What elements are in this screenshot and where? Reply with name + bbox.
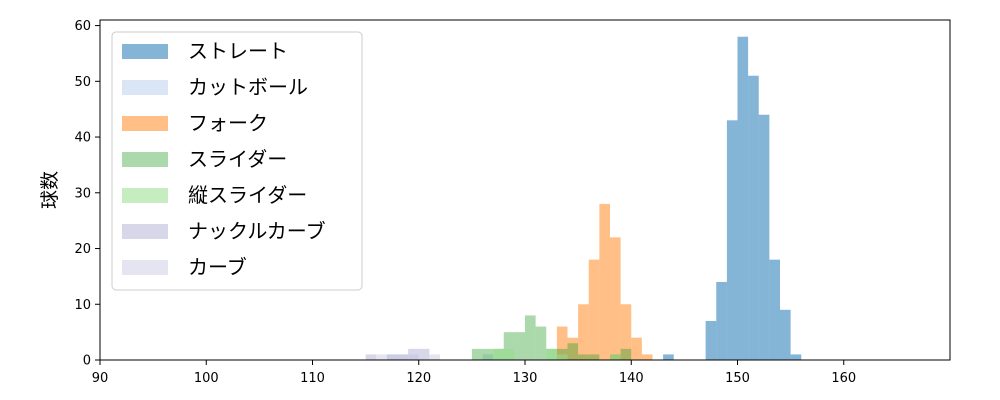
bar-series-4-bin-132 xyxy=(546,348,557,360)
y-axis: 0 10 20 30 40 50 60 xyxy=(74,19,100,369)
legend-label-2: フォーク xyxy=(188,111,268,135)
bar-series-3-bin-133 xyxy=(556,348,568,360)
bar-series-2-bin-134 xyxy=(567,337,579,360)
legend-swatch-6 xyxy=(122,260,168,275)
y-tick-label-50: 50 xyxy=(74,75,91,90)
bar-series-0-bin-151 xyxy=(748,75,759,360)
x-axis: 90 100 110 120 130 140 150 160 xyxy=(92,360,856,386)
y-tick-label-60: 60 xyxy=(74,19,91,34)
x-tick-label-100: 100 xyxy=(194,371,219,386)
x-tick-label-160: 160 xyxy=(831,371,856,386)
bar-series-0-bin-154 xyxy=(780,309,791,360)
x-tick-label-140: 140 xyxy=(619,371,644,386)
bar-series-5-bin-117 xyxy=(386,354,398,360)
bar-series-4-bin-127 xyxy=(493,348,504,360)
y-axis-label: 球数 xyxy=(39,171,61,209)
bar-series-2-bin-136 xyxy=(588,259,600,360)
bar-series-4-bin-133 xyxy=(556,354,568,360)
bar-series-5-bin-115 xyxy=(365,354,377,360)
bar-series-0-bin-153 xyxy=(769,259,780,360)
legend-swatch-2 xyxy=(122,116,168,131)
bar-series-3-bin-126 xyxy=(482,348,494,360)
bar-series-2-bin-141 xyxy=(641,354,653,360)
bar-series-0-bin-148 xyxy=(716,281,727,360)
legend-label-0: ストレート xyxy=(188,39,288,63)
bar-series-0-bin-143 xyxy=(663,354,674,360)
y-tick-label-0: 0 xyxy=(83,354,91,369)
bar-series-3-bin-135 xyxy=(578,354,589,360)
bar-series-0-bin-152 xyxy=(758,114,770,361)
bar-series-3-bin-130 xyxy=(525,315,536,360)
bar-series-2-bin-139 xyxy=(620,304,632,360)
bar-series-6-bin-119 xyxy=(408,354,419,360)
bar-series-6-bin-117 xyxy=(386,354,398,360)
bar-series-6-bin-121 xyxy=(429,354,440,360)
legend-swatch-4 xyxy=(122,188,168,203)
bar-series-3-bin-134 xyxy=(567,343,579,360)
bar-series-5-bin-119 xyxy=(408,348,419,360)
bars-layer xyxy=(365,36,802,361)
bar-series-6-bin-116 xyxy=(376,354,387,360)
bar-series-4-bin-138 xyxy=(610,354,621,360)
bar-series-0-bin-147 xyxy=(705,320,717,360)
legend-label-4: 縦スライダー xyxy=(188,183,307,207)
legend-label-1: カットボール xyxy=(188,75,308,99)
bar-series-4-bin-128 xyxy=(503,348,515,360)
bar-series-1-bin-126 xyxy=(482,354,494,360)
bar-series-0-bin-150 xyxy=(737,36,749,360)
bar-series-2-bin-137 xyxy=(599,203,610,360)
y-tick-label-30: 30 xyxy=(74,186,91,201)
bar-series-2-bin-140 xyxy=(631,337,642,360)
bar-series-0-bin-155 xyxy=(790,354,802,360)
y-tick-label-40: 40 xyxy=(74,131,91,146)
bar-series-6-bin-118 xyxy=(397,354,409,360)
x-tick-label-130: 130 xyxy=(513,371,538,386)
legend-label-3: スライダー xyxy=(188,147,287,171)
bar-series-2-bin-135 xyxy=(578,304,589,360)
x-tick-label-110: 110 xyxy=(300,371,325,386)
y-tick-label-20: 20 xyxy=(74,242,91,257)
legend-swatch-1 xyxy=(122,80,168,95)
legend-label-5: ナックルカーブ xyxy=(188,219,326,243)
bar-series-0-bin-149 xyxy=(726,120,738,360)
bar-series-3-bin-139 xyxy=(620,348,632,360)
bar-series-2-bin-133 xyxy=(556,326,568,360)
x-tick-label-90: 90 xyxy=(92,371,109,386)
legend-swatch-3 xyxy=(122,152,168,167)
legend-swatch-5 xyxy=(122,224,168,239)
bar-series-5-bin-120 xyxy=(418,348,430,360)
bar-series-2-bin-138 xyxy=(610,237,621,360)
bar-series-5-bin-118 xyxy=(397,354,409,360)
bar-series-3-bin-136 xyxy=(588,354,600,360)
bar-series-3-bin-128 xyxy=(503,332,515,360)
bar-series-3-bin-125 xyxy=(471,348,483,360)
legend-box xyxy=(111,31,363,291)
y-tick-label-10: 10 xyxy=(74,298,91,313)
legend-swatch-0 xyxy=(122,44,168,59)
bar-series-3-bin-129 xyxy=(514,332,525,360)
legend-label-6: カーブ xyxy=(188,255,247,279)
bar-series-3-bin-131 xyxy=(535,326,547,360)
x-tick-label-120: 120 xyxy=(406,371,431,386)
x-tick-label-150: 150 xyxy=(725,371,750,386)
